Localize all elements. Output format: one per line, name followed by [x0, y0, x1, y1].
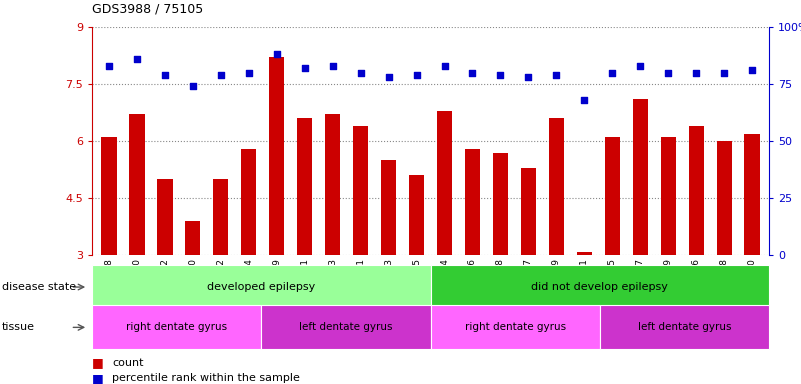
Point	[410, 72, 423, 78]
Point	[550, 72, 563, 78]
Bar	[744, 134, 760, 255]
Bar	[605, 137, 620, 255]
Text: GDS3988 / 75105: GDS3988 / 75105	[92, 2, 203, 15]
Point	[131, 56, 143, 62]
Point	[522, 74, 535, 80]
Point	[438, 63, 451, 69]
Point	[746, 67, 759, 73]
Bar	[633, 99, 648, 255]
Bar	[521, 168, 536, 255]
Point	[606, 70, 618, 76]
Bar	[185, 221, 200, 255]
Point	[494, 72, 507, 78]
Point	[662, 70, 674, 76]
Point	[159, 72, 171, 78]
Bar	[465, 149, 480, 255]
Text: count: count	[112, 358, 143, 368]
Point	[298, 65, 311, 71]
Point	[578, 97, 591, 103]
Bar	[297, 118, 312, 255]
Point	[243, 70, 256, 76]
Bar	[437, 111, 453, 255]
Bar	[577, 252, 592, 255]
Point	[718, 70, 731, 76]
Bar	[689, 126, 704, 255]
Point	[690, 70, 702, 76]
Text: disease state: disease state	[2, 282, 76, 292]
Point	[103, 63, 115, 69]
Bar	[381, 160, 396, 255]
Bar	[493, 152, 508, 255]
Text: left dentate gyrus: left dentate gyrus	[300, 322, 392, 333]
Text: ■: ■	[92, 356, 104, 369]
Bar	[157, 179, 172, 255]
Point	[634, 63, 646, 69]
Bar	[101, 137, 117, 255]
Bar	[325, 114, 340, 255]
Point	[270, 51, 283, 57]
Point	[466, 70, 479, 76]
Text: did not develop epilepsy: did not develop epilepsy	[531, 282, 668, 292]
Bar	[241, 149, 256, 255]
Bar	[717, 141, 732, 255]
Bar	[661, 137, 676, 255]
Text: right dentate gyrus: right dentate gyrus	[127, 322, 227, 333]
Text: tissue: tissue	[2, 322, 34, 333]
Bar	[269, 57, 284, 255]
Point	[215, 72, 227, 78]
Bar	[213, 179, 228, 255]
Bar	[353, 126, 368, 255]
Point	[187, 83, 199, 89]
Point	[326, 63, 339, 69]
Bar	[409, 175, 425, 255]
Text: left dentate gyrus: left dentate gyrus	[638, 322, 731, 333]
Text: percentile rank within the sample: percentile rank within the sample	[112, 373, 300, 383]
Text: ■: ■	[92, 372, 104, 384]
Text: right dentate gyrus: right dentate gyrus	[465, 322, 566, 333]
Bar	[549, 118, 564, 255]
Bar	[129, 114, 144, 255]
Text: developed epilepsy: developed epilepsy	[207, 282, 316, 292]
Point	[354, 70, 367, 76]
Point	[382, 74, 395, 80]
